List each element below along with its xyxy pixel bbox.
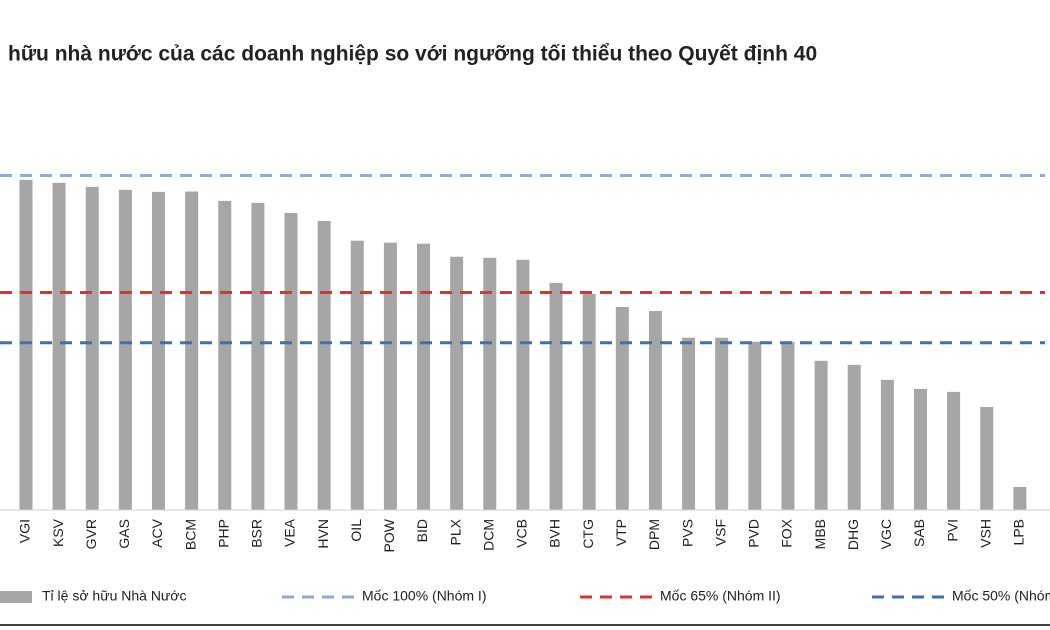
bar: [748, 341, 762, 510]
bar: [19, 179, 33, 510]
x-tick-label: PHP: [215, 519, 231, 548]
bar: [185, 191, 199, 510]
legend-label: Tỉ lệ sở hữu Nhà Nước: [42, 588, 186, 604]
x-tick-label: SAB: [911, 519, 927, 547]
bar: [450, 256, 464, 510]
x-tick-label: VGI: [17, 519, 33, 543]
x-tick-label: FOX: [779, 518, 795, 547]
bar: [1013, 486, 1027, 510]
bar: [52, 182, 66, 510]
x-tick-label: DCM: [480, 519, 496, 551]
bar: [317, 220, 331, 510]
bar: [218, 200, 232, 510]
x-tick-label: PVS: [679, 519, 695, 547]
bar: [814, 360, 828, 510]
x-tick-label: BVH: [547, 519, 563, 548]
x-tick-label: VEA: [282, 518, 298, 547]
x-tick-label: BSR: [249, 519, 265, 548]
bar: [417, 243, 431, 510]
legend-label: Mốc 100% (Nhóm I): [362, 588, 486, 604]
bar: [648, 310, 662, 510]
x-tick-label: VSH: [977, 519, 993, 548]
x-tick-label: POW: [381, 518, 397, 552]
legend-swatch: [0, 591, 32, 603]
x-tick-label: VCB: [514, 519, 530, 548]
x-tick-label: OIL: [348, 519, 364, 542]
bar: [350, 240, 364, 510]
bar: [682, 337, 696, 510]
x-tick-label: KSV: [50, 518, 66, 547]
bar: [383, 242, 397, 510]
x-tick-label: DPM: [646, 519, 662, 550]
bar: [251, 202, 265, 510]
bar: [284, 212, 298, 510]
x-tick-label: HVN: [315, 519, 331, 549]
x-tick-label: GVR: [83, 519, 99, 549]
bar: [85, 186, 99, 510]
x-tick-label: ACV: [149, 518, 165, 547]
bar: [880, 379, 894, 510]
bar: [615, 306, 629, 510]
x-tick-label: VSF: [712, 519, 728, 546]
bar: [947, 391, 961, 510]
x-tick-label: PVI: [944, 519, 960, 542]
x-tick-label: PVD: [746, 519, 762, 548]
chart-title: hữu nhà nước của các doanh nghiệp so với…: [8, 43, 817, 66]
bar: [118, 189, 132, 510]
bar: [582, 293, 596, 510]
x-tick-label: CTG: [580, 519, 596, 549]
x-tick-label: LPB: [1011, 519, 1027, 545]
legend-label: Mốc 50% (Nhóm III): [952, 588, 1050, 604]
x-tick-label: PLX: [447, 518, 463, 545]
x-tick-label: DHG: [845, 519, 861, 550]
bar: [516, 259, 530, 510]
x-tick-label: BID: [414, 519, 430, 542]
bar: [781, 341, 795, 510]
x-tick-label: VGC: [878, 519, 894, 549]
x-tick-label: GAS: [116, 519, 132, 549]
legend-label: Mốc 65% (Nhóm II): [660, 588, 781, 604]
bar: [715, 337, 729, 510]
bar: [913, 388, 927, 510]
bar: [151, 191, 165, 510]
bar: [980, 406, 994, 510]
x-tick-label: BCM: [182, 519, 198, 550]
x-tick-label: MBB: [812, 519, 828, 549]
bar: [847, 364, 861, 510]
bar: [549, 282, 563, 510]
bar: [483, 257, 497, 510]
x-tick-label: VTP: [613, 519, 629, 546]
